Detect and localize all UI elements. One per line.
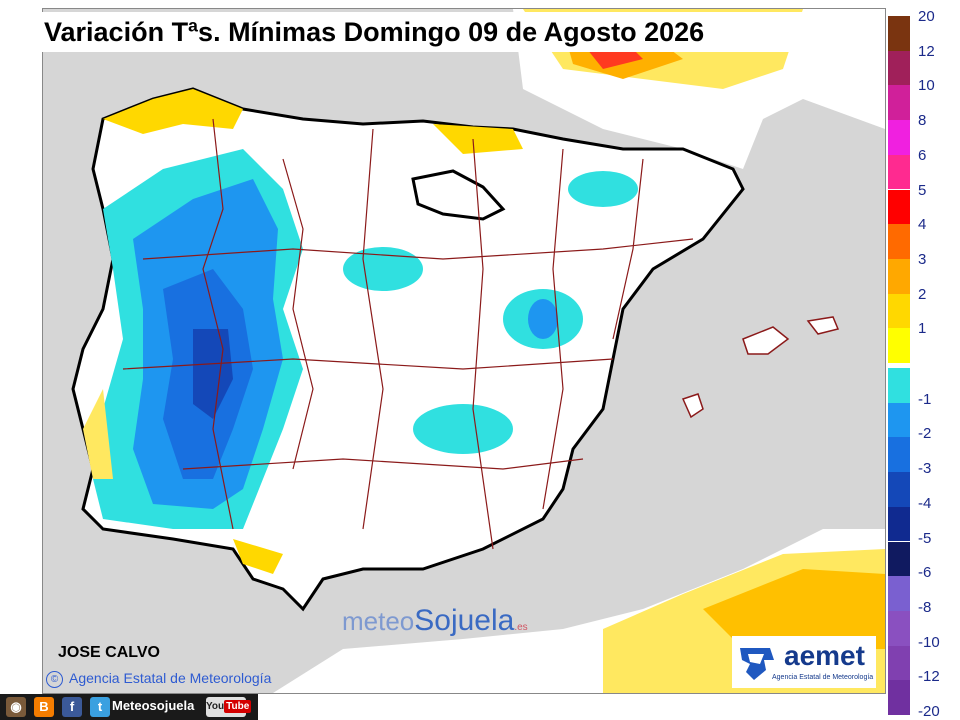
- legend-label--3: -3: [918, 460, 932, 478]
- legend-label-1: 1: [918, 320, 927, 338]
- instagram-icon[interactable]: ◉: [6, 697, 26, 717]
- legend-swatch--10: [888, 610, 910, 646]
- map-title: Variación Tªs. Mínimas Domingo 09 de Ago…: [36, 12, 836, 52]
- legend-swatch-4: [888, 224, 910, 259]
- legend-swatch-3: [888, 258, 910, 294]
- legend-label--20: -20: [918, 703, 940, 720]
- legend-swatch-1: [888, 328, 910, 363]
- legend-label-12: 12: [918, 42, 935, 60]
- legend-swatch--6: [888, 541, 910, 577]
- cold-patch-center: [413, 404, 513, 454]
- anomaly-map: [42, 8, 886, 694]
- twitter-icon[interactable]: t: [90, 697, 110, 717]
- warm-gibraltar: [233, 539, 283, 574]
- legend-label-3: 3: [918, 250, 927, 268]
- youtube-label-tube: Tube: [224, 700, 252, 713]
- watermark-part1: meteo: [342, 606, 415, 636]
- ibiza: [681, 393, 704, 419]
- aemet-subtitle: Agencia Estatal de Meteorología: [772, 674, 874, 681]
- social-bar: ◉ B f t Meteosojuela You Tube: [0, 694, 258, 720]
- copyright-text: Agencia Estatal de Meteorología: [69, 670, 272, 686]
- aemet-name: aemet: [784, 640, 865, 671]
- legend-swatch-12: [888, 50, 910, 86]
- legend-label-6: 6: [918, 146, 927, 164]
- legend-label--5: -5: [918, 529, 932, 547]
- facebook-icon[interactable]: f: [62, 697, 82, 717]
- legend-swatch--8: [888, 576, 910, 611]
- legend-swatch-10: [888, 85, 910, 121]
- legend-swatch--4: [888, 472, 910, 507]
- aemet-logo: aemet Agencia Estatal de Meteorología: [732, 636, 876, 688]
- blogger-icon[interactable]: B: [34, 697, 54, 717]
- legend-label--4: -4: [918, 494, 932, 512]
- youtube-label: You: [206, 701, 225, 712]
- legend-label--8: -8: [918, 598, 932, 616]
- cold-patch-ebro: [568, 171, 638, 207]
- social-handle[interactable]: Meteosojuela: [112, 698, 195, 713]
- copyright-icon: ©: [46, 670, 63, 688]
- legend-label--10: -10: [918, 633, 940, 651]
- legend-swatch-8: [888, 120, 910, 155]
- warm-north-coast: [103, 89, 243, 134]
- legend-label--12: -12: [918, 668, 940, 686]
- legend-label-2: 2: [918, 285, 927, 303]
- africa-hot-area: [703, 569, 885, 649]
- legend-swatch--2: [888, 402, 910, 438]
- legend-swatch-5: [888, 189, 910, 225]
- youtube-icon[interactable]: You Tube: [206, 697, 252, 717]
- menorca: [806, 316, 840, 335]
- warm-portugal-coast: [83, 389, 113, 479]
- legend-swatch--20: [888, 680, 910, 715]
- meteosojuela-watermark: meteoSojuela.es: [342, 604, 528, 638]
- legend-swatch--3: [888, 437, 910, 473]
- legend-swatch-6: [888, 154, 910, 190]
- la-rioja-outline: [411, 169, 506, 221]
- legend-label--2: -2: [918, 425, 932, 443]
- legend-label--6: -6: [918, 564, 932, 582]
- warm-basque-coast: [433, 124, 523, 154]
- legend-label-4: 4: [918, 216, 927, 234]
- legend-swatch--12: [888, 645, 910, 681]
- legend-label-5: 5: [918, 181, 927, 199]
- color-legend: [886, 8, 960, 715]
- cold-patch-east-core: [528, 299, 558, 339]
- map-svg: [43, 9, 885, 693]
- mallorca: [742, 326, 790, 355]
- copyright-notice: © Agencia Estatal de Meteorología: [46, 670, 271, 688]
- watermark-part3: .es: [514, 622, 528, 633]
- watermark-part2: Sojuela: [414, 604, 515, 637]
- legend-label--1: -1: [918, 390, 932, 408]
- province-borders: [122, 118, 694, 550]
- legend-swatch--1: [888, 368, 910, 403]
- legend-swatch--5: [888, 506, 910, 542]
- legend-label-20: 20: [918, 8, 935, 25]
- legend-swatch-2: [888, 293, 910, 329]
- legend-swatch-20: [888, 16, 910, 51]
- legend-label-10: 10: [918, 77, 935, 95]
- aemet-emblem-icon: [740, 648, 774, 680]
- legend-label-8: 8: [918, 112, 927, 130]
- author-credit: JOSE CALVO: [58, 644, 160, 661]
